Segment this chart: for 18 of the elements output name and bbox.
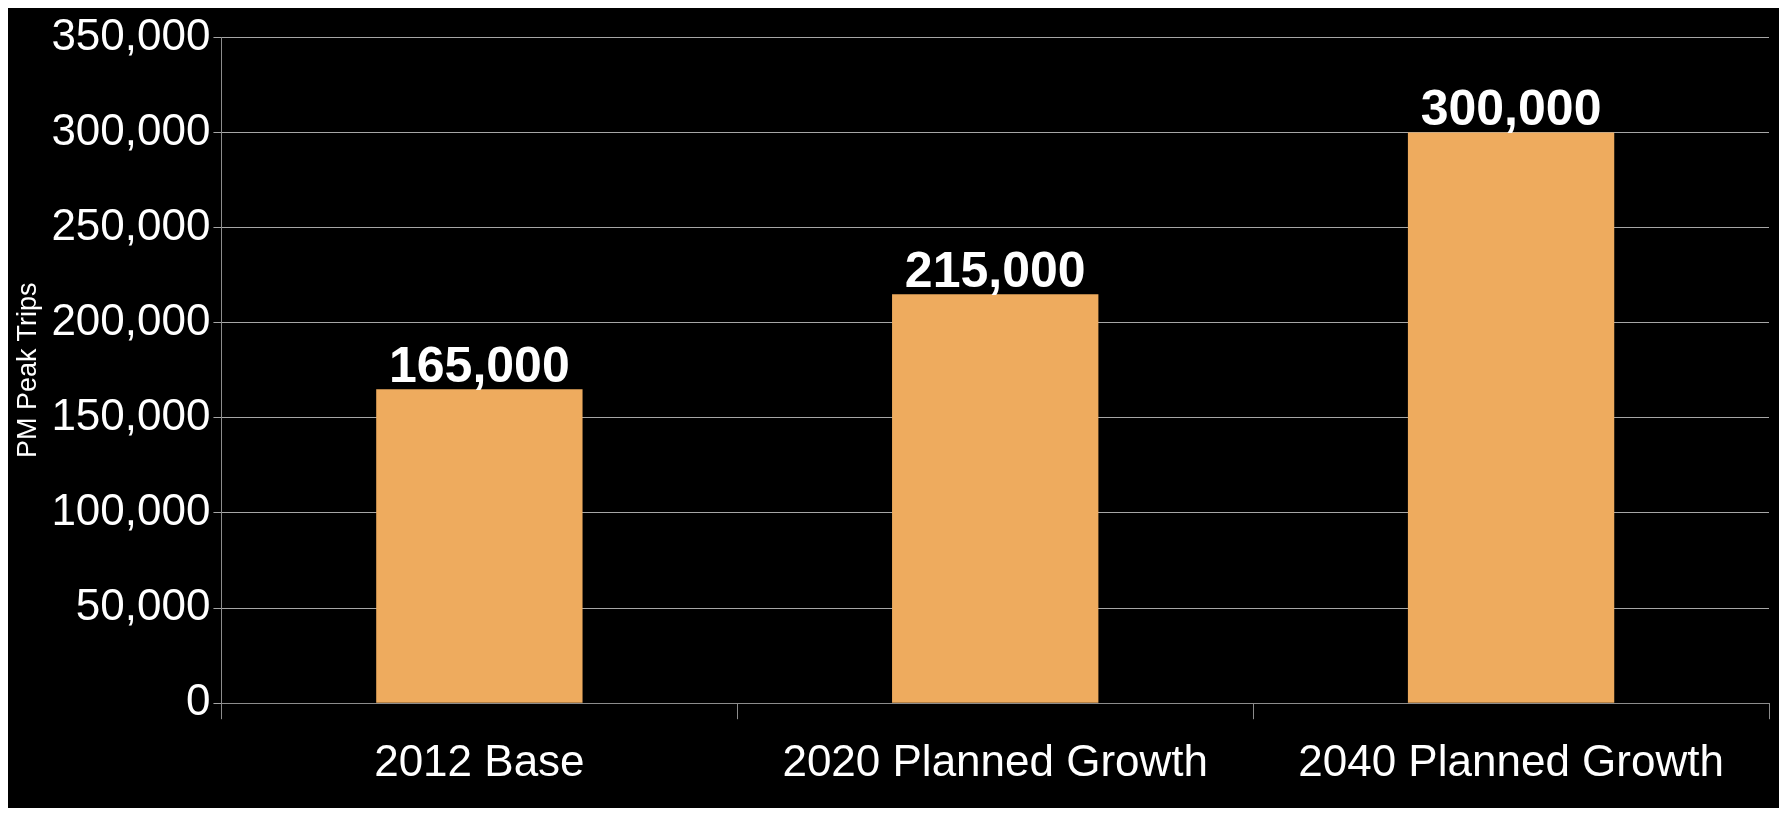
- bar: [376, 389, 583, 703]
- x-tick-label: 2040 Planned Growth: [1298, 735, 1724, 785]
- y-tick-label: 100,000: [51, 485, 211, 535]
- data-label: 165,000: [389, 337, 570, 394]
- y-tick-label: 150,000: [51, 390, 211, 439]
- data-label: 300,000: [1420, 80, 1602, 137]
- y-tick-label: 50,000: [75, 580, 211, 630]
- y-tick-label: 250,000: [51, 199, 211, 249]
- bar: [1407, 132, 1615, 703]
- y-tick-label: 0: [185, 675, 211, 725]
- y-axis-title: PM Peak Trips: [11, 282, 42, 459]
- x-tick-label: 2020 Planned Growth: [782, 735, 1209, 785]
- data-label: 215,000: [904, 241, 1086, 298]
- x-tick-label: 2012 Base: [374, 735, 585, 785]
- y-tick-label: 350,000: [51, 9, 211, 59]
- bar: [892, 294, 1099, 703]
- y-tick-label: 200,000: [51, 294, 211, 344]
- y-tick-label: 300,000: [51, 104, 211, 154]
